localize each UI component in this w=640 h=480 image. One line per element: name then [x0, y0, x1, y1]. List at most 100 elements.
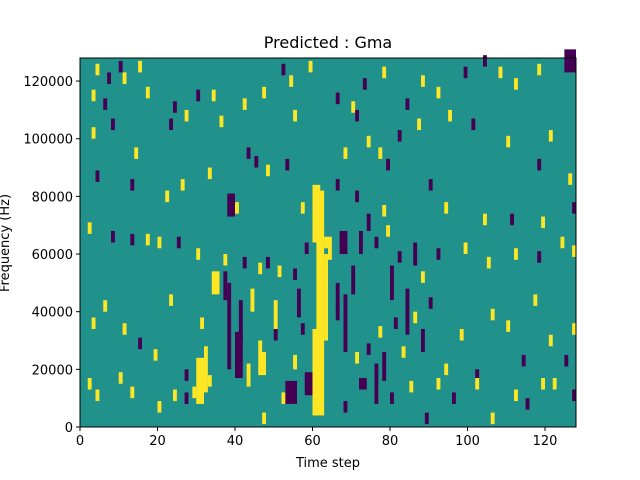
heatmap-cell — [328, 236, 332, 260]
heatmap-cell — [552, 377, 557, 390]
heatmap-cell — [452, 392, 456, 404]
heatmap-cell — [173, 389, 177, 402]
heatmap-cell — [95, 170, 100, 182]
heatmap-cell — [541, 377, 545, 390]
heatmap-cell — [506, 135, 511, 148]
heatmap-cell — [490, 412, 495, 425]
heatmap-cell — [343, 294, 348, 353]
heatmap-cell — [200, 317, 204, 329]
heatmap-cell — [510, 213, 514, 226]
heatmap-cell — [176, 236, 181, 249]
heatmap-cell — [324, 236, 328, 249]
heatmap-cell — [533, 294, 538, 306]
y-axis-label: Frequency (Hz) — [0, 194, 13, 292]
heatmap-cell — [277, 265, 282, 278]
heatmap-cell — [378, 147, 383, 159]
heatmap-cell — [130, 386, 135, 399]
heatmap-cell — [514, 248, 518, 260]
heatmap-cell — [548, 130, 553, 142]
heatmap-cell — [525, 398, 530, 410]
y-tick-label: 100000 — [23, 133, 73, 148]
heatmap-cell — [390, 265, 394, 301]
x-tick-label: 20 — [149, 434, 166, 449]
y-tick-label: 40000 — [32, 306, 73, 321]
x-tick-label: 0 — [76, 434, 84, 449]
heatmap-cell — [103, 300, 108, 312]
heatmap-cell — [498, 66, 503, 79]
heatmap-cell — [87, 377, 92, 390]
heatmap-cell — [196, 248, 201, 260]
heatmap-cell — [196, 357, 204, 404]
heatmap-cell — [490, 308, 495, 321]
heatmap-cell — [91, 127, 96, 139]
heatmap-cell — [107, 72, 111, 84]
heatmap-cell — [541, 216, 545, 229]
heatmap-cell — [223, 254, 228, 266]
heatmap-cell — [266, 256, 270, 269]
heatmap-cell — [359, 230, 363, 255]
heatmap-cell — [312, 184, 321, 243]
heatmap-cell — [250, 288, 255, 312]
heatmap-cell — [405, 98, 410, 110]
heatmap-cell — [254, 156, 259, 168]
plot-area — [79, 49, 577, 428]
y-tick-label: 120000 — [23, 75, 73, 90]
heatmap-cell — [324, 254, 328, 341]
heatmap-cell — [285, 380, 297, 404]
heatmap-cell — [273, 328, 278, 341]
heatmap-cell — [560, 236, 565, 249]
heatmap-cell — [289, 75, 294, 87]
heatmap-cell — [428, 179, 433, 191]
heatmap-cell — [448, 109, 452, 122]
chart-title: Predicted : Gma — [264, 33, 392, 52]
heatmap-cell — [211, 271, 220, 295]
heatmap-cell — [351, 265, 356, 295]
heatmap-cell — [207, 375, 212, 387]
heatmap-cell — [366, 135, 371, 148]
heatmap-cell — [91, 89, 96, 102]
heatmap-cell — [192, 386, 197, 399]
heatmap-cell — [157, 401, 162, 413]
heatmap-cell — [390, 392, 394, 404]
heatmap-cell — [169, 294, 173, 306]
heatmap-cell — [374, 236, 379, 249]
heatmap-cell — [262, 86, 266, 99]
heatmap-cell — [184, 369, 189, 381]
heatmap-cell — [335, 179, 340, 191]
x-tick-label: 60 — [304, 434, 321, 449]
heatmap-cell — [397, 251, 402, 263]
heatmap-cell — [572, 202, 576, 214]
heatmap-cell — [273, 300, 278, 329]
heatmap-cell — [111, 118, 115, 131]
heatmap-cell — [572, 245, 576, 257]
heatmap-cell — [138, 60, 142, 73]
heatmap-cell — [304, 242, 309, 255]
heatmap-cell — [386, 225, 390, 237]
heatmap-cell — [285, 158, 290, 171]
heatmap-cell — [564, 49, 576, 73]
heatmap-cell — [483, 55, 487, 67]
heatmap-cell — [548, 334, 553, 347]
heatmap-cell — [235, 331, 243, 378]
heatmap-cell — [169, 118, 173, 131]
heatmap-cell — [242, 256, 247, 269]
heatmap-cell — [355, 190, 359, 203]
heatmap-cell — [145, 233, 150, 246]
heatmap-cell — [421, 271, 425, 283]
heatmap-cell — [246, 147, 251, 159]
heatmap-cell — [366, 343, 371, 355]
heatmap-cell — [103, 98, 108, 110]
heatmap-cell — [207, 167, 212, 180]
heatmap-cell — [343, 147, 348, 159]
heatmap-cell — [475, 369, 480, 381]
heatmap-cell — [211, 89, 216, 102]
heatmap-cell — [320, 254, 325, 283]
x-tick-label: 40 — [227, 434, 244, 449]
heatmap-cell — [413, 311, 418, 324]
heatmap-cell — [417, 118, 421, 131]
heatmap-cell — [351, 101, 356, 113]
heatmap-cell — [355, 352, 359, 364]
heatmap-cell — [343, 401, 348, 413]
heatmap-cell — [572, 323, 576, 335]
